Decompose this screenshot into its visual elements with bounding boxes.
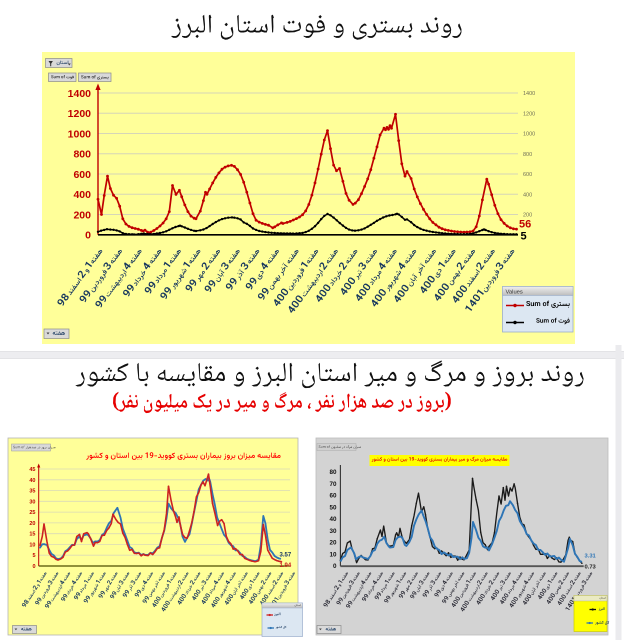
svg-text:50: 50 xyxy=(329,505,337,512)
svg-text:200: 200 xyxy=(523,213,532,219)
svg-text:1200: 1200 xyxy=(68,108,92,120)
svg-text:3.57: 3.57 xyxy=(280,553,292,559)
svg-text:200: 200 xyxy=(73,209,91,221)
svg-text:40: 40 xyxy=(29,478,35,484)
svg-text:600: 600 xyxy=(73,169,91,181)
svg-text:20: 20 xyxy=(329,540,337,547)
svg-text:600: 600 xyxy=(523,172,532,178)
svg-text:80: 80 xyxy=(329,469,337,476)
svg-text:1400: 1400 xyxy=(523,91,535,97)
svg-text:1200: 1200 xyxy=(523,112,535,118)
svg-text:15: 15 xyxy=(29,532,35,538)
svg-text:1.94: 1.94 xyxy=(280,563,292,569)
svg-text:800: 800 xyxy=(523,152,532,158)
svg-text:Values: Values xyxy=(506,289,523,295)
svg-text:0.73: 0.73 xyxy=(585,565,597,571)
svg-text:30: 30 xyxy=(29,499,35,505)
svg-text:10: 10 xyxy=(329,552,337,559)
svg-text:3.31: 3.31 xyxy=(585,554,597,560)
svg-text:0: 0 xyxy=(32,564,35,570)
svg-text:60: 60 xyxy=(329,493,337,500)
svg-text:400: 400 xyxy=(523,193,532,199)
svg-text:1400: 1400 xyxy=(68,88,92,100)
svg-text:40: 40 xyxy=(329,516,337,523)
svg-text:0: 0 xyxy=(85,230,91,242)
svg-text:800: 800 xyxy=(73,149,91,161)
svg-text:45: 45 xyxy=(29,467,35,473)
svg-text:400: 400 xyxy=(73,189,91,201)
svg-text:1000: 1000 xyxy=(68,128,92,140)
svg-text:25: 25 xyxy=(29,510,35,516)
svg-text:1000: 1000 xyxy=(523,132,535,138)
svg-text:5: 5 xyxy=(521,231,527,243)
svg-text:20: 20 xyxy=(29,521,35,527)
svg-text:0: 0 xyxy=(333,563,337,570)
svg-text:5: 5 xyxy=(32,553,35,559)
svg-text:30: 30 xyxy=(329,528,337,535)
svg-text:70: 70 xyxy=(329,481,337,488)
svg-text:10: 10 xyxy=(29,542,35,548)
svg-text:56: 56 xyxy=(519,219,531,231)
svg-text:35: 35 xyxy=(29,489,35,495)
